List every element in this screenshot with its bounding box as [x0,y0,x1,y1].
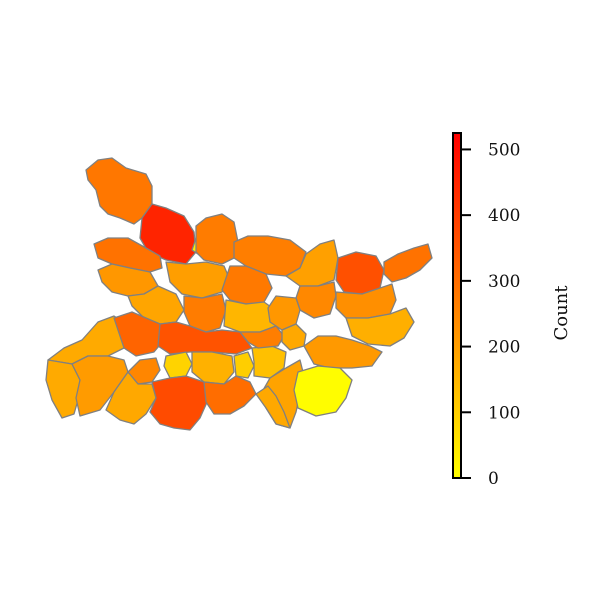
colorbar-ticks: 0 100 200 300 400 500 [461,140,520,489]
colorbar-tick-label: 0 [488,469,499,489]
district-region [335,251,385,295]
colorbar-tick-label: 400 [488,206,520,226]
district-region [183,293,227,333]
district-region [165,261,231,299]
colorbar-title: Count [551,285,572,341]
district-region [93,237,163,273]
colorbar-tick-label: 100 [488,403,520,423]
district-region [233,351,255,379]
colorbar-tick-label: 500 [488,140,520,160]
district-region [127,285,185,325]
district-region [345,307,415,347]
district-region [85,157,153,225]
district-region [195,213,239,265]
district-region [281,323,307,351]
district-region [191,351,235,385]
colorbar-gradient [452,132,462,479]
district-region [383,243,433,283]
colorbar-tick-label: 200 [488,338,520,358]
district-region [335,283,397,319]
district-region [203,375,257,415]
district-region [149,375,209,431]
colorbar: 0 100 200 300 400 500 Count [452,132,572,489]
district-layer [45,157,433,431]
district-region [293,365,353,417]
district-region [163,351,193,379]
district-region [295,281,337,319]
district-region [239,325,285,349]
colorbar-tick-label: 300 [488,272,520,292]
district-region [255,385,291,429]
district-region [105,371,157,425]
